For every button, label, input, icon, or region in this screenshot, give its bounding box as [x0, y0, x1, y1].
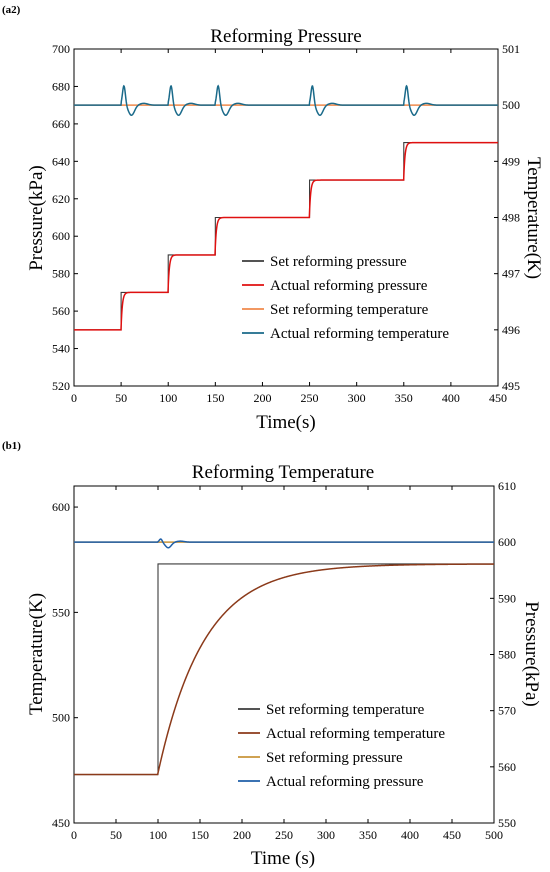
plot-area-b1	[73, 485, 495, 824]
x-tick-label: 0	[71, 391, 77, 405]
legend-label: Actual reforming pressure	[270, 278, 428, 294]
y-tick-label-right: 499	[502, 154, 520, 168]
y-tick-label: 550	[52, 605, 70, 619]
x-ticks-b1: 0 50 100 150 200 250 300 350 400 450 500	[71, 486, 503, 842]
x-tick-label: 200	[233, 828, 251, 842]
y-tick-label-right: 500	[502, 98, 520, 112]
x-tick-label: 350	[395, 391, 413, 405]
x-tick-label: 300	[317, 828, 335, 842]
x-tick-label: 250	[275, 828, 293, 842]
y-tick-label: 450	[52, 816, 70, 830]
y-axis-label-right-a2: Temperature(K)	[523, 157, 544, 279]
series-lines-b1	[74, 538, 494, 776]
x-tick-label: 200	[253, 391, 271, 405]
x-tick-label: 50	[110, 828, 122, 842]
x-tick-label: 250	[301, 391, 319, 405]
y-tick-label: 580	[52, 267, 70, 281]
series-line-2	[74, 563, 494, 776]
x-tick-label: 400	[401, 828, 419, 842]
y-tick-label: 520	[52, 379, 70, 393]
x-tick-label: 350	[359, 828, 377, 842]
y-tick-label: 600	[52, 229, 70, 243]
x-tick-label: 400	[442, 391, 460, 405]
series-line-2	[74, 141, 498, 331]
panel-b1: (b1) Reforming Temperature 0 50 100 150 200 2…	[2, 440, 542, 869]
y-tick-label: 640	[52, 154, 70, 168]
y-tick-label: 680	[52, 79, 70, 93]
y-tick-label: 500	[52, 711, 70, 725]
legend-label: Set reforming pressure	[266, 750, 403, 766]
x-tick-label: 100	[149, 828, 167, 842]
series-line-1	[74, 563, 494, 776]
panel-label-a2: (a2)	[2, 4, 21, 16]
series-lines-a2	[74, 84, 498, 331]
y-tick-label-right: 496	[502, 323, 520, 337]
x-tick-label: 100	[159, 391, 177, 405]
x-tick-label: 500	[485, 828, 503, 842]
y-tick-label-right: 590	[498, 591, 516, 605]
y-tick-label-right: 498	[502, 211, 520, 225]
y-tick-label: 700	[52, 42, 70, 56]
panel-label-b1: (b1)	[2, 440, 21, 452]
y-tick-label-right: 580	[498, 648, 516, 662]
legend-label: Set reforming temperature	[270, 302, 429, 318]
y-tick-label-right: 501	[502, 42, 520, 56]
x-axis-label-b1: Time (s)	[251, 848, 315, 869]
legend-b1: Set reforming temperature Actual reformin…	[238, 702, 445, 790]
series-line-4	[74, 538, 494, 549]
series-line-4	[74, 84, 498, 117]
x-tick-label: 150	[206, 391, 224, 405]
y-tick-label-right: 610	[498, 479, 516, 493]
x-tick-label: 0	[71, 828, 77, 842]
y-tick-label: 600	[52, 500, 70, 514]
y-ticks-b1: 450 500 550 600	[52, 500, 78, 830]
y-tick-label: 540	[52, 342, 70, 356]
legend-label: Set reforming pressure	[270, 254, 407, 270]
x-axis-label-a2: Time(s)	[256, 412, 315, 433]
x-tick-label: 300	[348, 391, 366, 405]
chart-title-a2: Reforming Pressure	[210, 26, 361, 47]
y-tick-label: 560	[52, 304, 70, 318]
y-axis-label-a2: Pressure(kPa)	[26, 165, 47, 271]
x-tick-label: 450	[489, 391, 507, 405]
panel-a2: (a2) Reforming Pressure 0 50 100 150 200 250 3…	[2, 4, 544, 433]
legend-label: Actual reforming temperature	[266, 726, 445, 742]
y-tick-label-right: 497	[502, 267, 520, 281]
x-tick-label: 50	[115, 391, 127, 405]
y-tick-label-right: 600	[498, 535, 516, 549]
y-tick-label-right: 560	[498, 760, 516, 774]
legend-label: Actual reforming pressure	[266, 774, 424, 790]
y-ticks-right-a2: 495 496 497 498 499 500 501	[494, 42, 520, 393]
legend-label: Set reforming temperature	[266, 702, 425, 718]
y-tick-label-right: 550	[498, 816, 516, 830]
legend-label: Actual reforming temperature	[270, 326, 449, 342]
chart-title-b1: Reforming Temperature	[192, 462, 374, 483]
legend-a2: Set reforming pressure Actual reforming p…	[242, 254, 449, 342]
y-tick-label: 620	[52, 192, 70, 206]
y-tick-label: 660	[52, 117, 70, 131]
x-ticks-a2: 0 50 100 150 200 250 300 350 400 450	[71, 49, 507, 405]
y-tick-label-right: 570	[498, 704, 516, 718]
y-tick-label-right: 495	[502, 379, 520, 393]
y-axis-label-right-b1: Pressure(kPa)	[521, 601, 542, 707]
y-axis-label-b1: Temperature(K)	[26, 593, 47, 715]
x-tick-label: 150	[191, 828, 209, 842]
y-ticks-a2: 520 540 560 580 600 620 640 660 680 700	[52, 42, 78, 393]
x-tick-label: 450	[443, 828, 461, 842]
